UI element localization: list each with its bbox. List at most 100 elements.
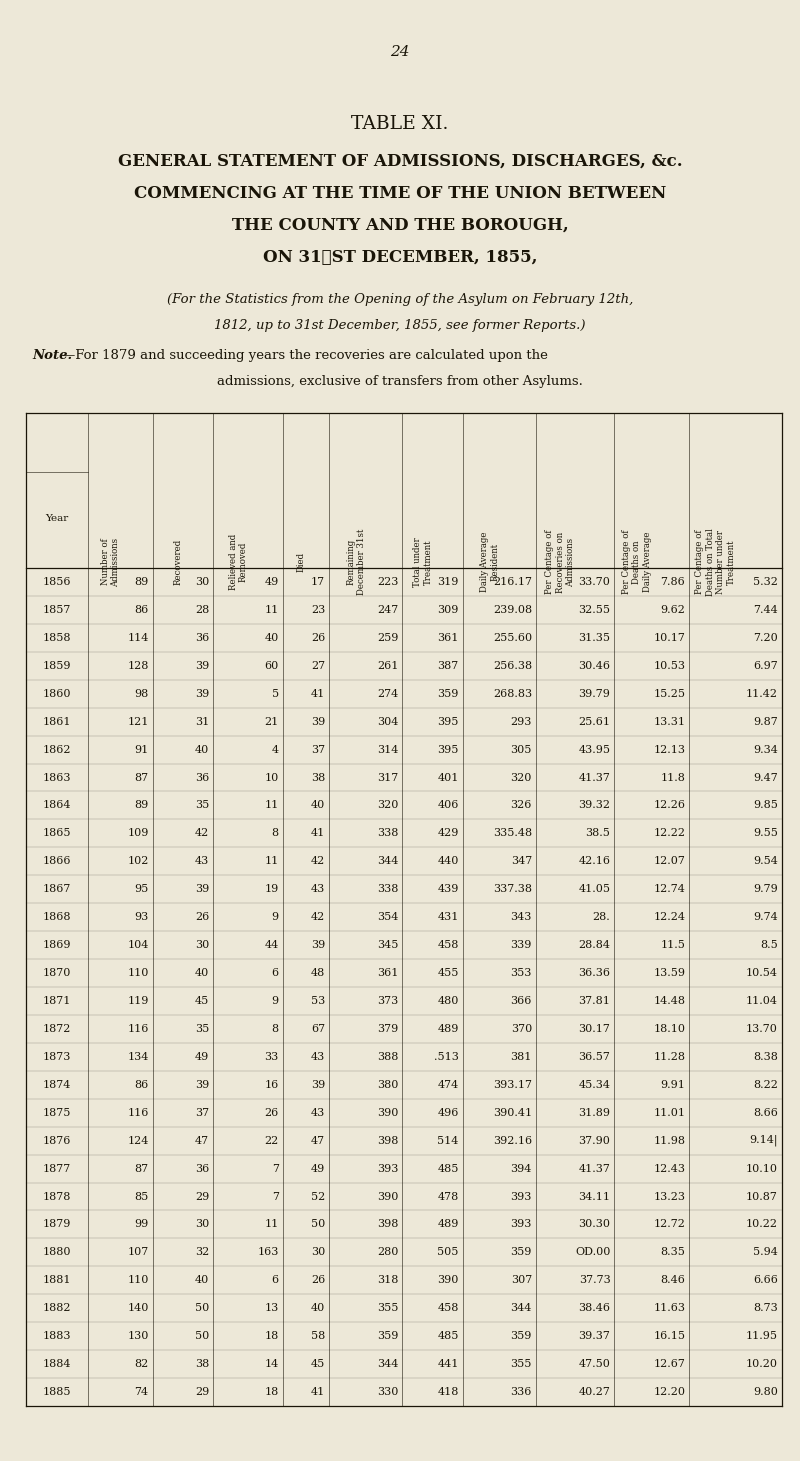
- Text: 18.10: 18.10: [654, 1024, 686, 1034]
- Text: 104: 104: [127, 939, 149, 950]
- Text: 37: 37: [195, 1107, 210, 1118]
- Text: 27: 27: [311, 660, 325, 671]
- Text: 9.34: 9.34: [753, 745, 778, 754]
- Text: 39: 39: [195, 660, 210, 671]
- Text: 1879: 1879: [43, 1220, 71, 1230]
- Text: 41: 41: [311, 1386, 325, 1397]
- Text: 390: 390: [438, 1275, 459, 1286]
- Text: 11.42: 11.42: [746, 688, 778, 698]
- Text: 6.97: 6.97: [754, 660, 778, 671]
- Text: 16: 16: [265, 1080, 278, 1090]
- Text: 47: 47: [195, 1135, 210, 1145]
- Text: 38.46: 38.46: [578, 1303, 610, 1313]
- Text: 8.46: 8.46: [661, 1275, 686, 1286]
- Text: 307: 307: [510, 1275, 532, 1286]
- Text: 28.: 28.: [593, 912, 610, 922]
- Text: 6: 6: [272, 1275, 278, 1286]
- Text: 24: 24: [390, 45, 410, 58]
- Text: 1865: 1865: [43, 828, 71, 839]
- Text: 37.81: 37.81: [578, 996, 610, 1007]
- Text: 11: 11: [265, 801, 278, 811]
- Text: 7.86: 7.86: [661, 577, 686, 587]
- Text: 10.22: 10.22: [746, 1220, 778, 1230]
- Text: 25.61: 25.61: [578, 717, 610, 726]
- Text: 458: 458: [438, 939, 459, 950]
- Text: 5.94: 5.94: [753, 1248, 778, 1258]
- Text: 26: 26: [195, 912, 210, 922]
- Text: 41.37: 41.37: [578, 773, 610, 783]
- Text: 1880: 1880: [43, 1248, 71, 1258]
- Text: 36: 36: [195, 1163, 210, 1173]
- Text: 37.90: 37.90: [578, 1135, 610, 1145]
- Text: 36.57: 36.57: [578, 1052, 610, 1062]
- Text: 93: 93: [134, 912, 149, 922]
- Text: 305: 305: [510, 745, 532, 754]
- Text: 18: 18: [265, 1386, 278, 1397]
- Text: 134: 134: [127, 1052, 149, 1062]
- Text: 39.79: 39.79: [578, 688, 610, 698]
- Text: 1859: 1859: [43, 660, 71, 671]
- Text: 361: 361: [377, 969, 398, 977]
- Text: 34.11: 34.11: [578, 1192, 610, 1201]
- Text: 335.48: 335.48: [493, 828, 532, 839]
- Text: 1867: 1867: [43, 884, 71, 894]
- Text: 12.67: 12.67: [654, 1359, 686, 1369]
- Text: 41: 41: [311, 828, 325, 839]
- Text: Daily Average
Resident: Daily Average Resident: [480, 532, 499, 592]
- Text: 440: 440: [438, 856, 459, 866]
- Text: 9.79: 9.79: [754, 884, 778, 894]
- Text: 455: 455: [438, 969, 459, 977]
- Text: 1871: 1871: [43, 996, 71, 1007]
- Text: 11.04: 11.04: [746, 996, 778, 1007]
- Text: 1876: 1876: [43, 1135, 71, 1145]
- Text: 74: 74: [134, 1386, 149, 1397]
- Text: .513: .513: [434, 1052, 459, 1062]
- Text: 1868: 1868: [43, 912, 71, 922]
- Text: 40: 40: [195, 969, 210, 977]
- Text: 121: 121: [127, 717, 149, 726]
- Text: 28.84: 28.84: [578, 939, 610, 950]
- Text: 11.8: 11.8: [661, 773, 686, 783]
- Text: 336: 336: [510, 1386, 532, 1397]
- Text: 387: 387: [438, 660, 459, 671]
- Text: 30.30: 30.30: [578, 1220, 610, 1230]
- Text: 11: 11: [265, 856, 278, 866]
- Text: 41.37: 41.37: [578, 1163, 610, 1173]
- Text: 406: 406: [438, 801, 459, 811]
- Text: 12.72: 12.72: [654, 1220, 686, 1230]
- Text: Relieved and
Removed: Relieved and Removed: [229, 533, 248, 590]
- Text: 8: 8: [272, 828, 278, 839]
- Text: 53: 53: [311, 996, 325, 1007]
- Text: 26: 26: [311, 633, 325, 643]
- Text: 87: 87: [134, 773, 149, 783]
- Text: Number of
Admissions: Number of Admissions: [101, 538, 121, 586]
- Text: 1869: 1869: [43, 939, 71, 950]
- Text: 343: 343: [510, 912, 532, 922]
- Text: 255.60: 255.60: [493, 633, 532, 643]
- Text: 317: 317: [377, 773, 398, 783]
- Text: 309: 309: [438, 605, 459, 615]
- Text: 31: 31: [195, 717, 210, 726]
- Text: 353: 353: [510, 969, 532, 977]
- Text: 318: 318: [377, 1275, 398, 1286]
- Text: 261: 261: [377, 660, 398, 671]
- Text: 52: 52: [311, 1192, 325, 1201]
- Text: 338: 338: [377, 828, 398, 839]
- Text: 9.87: 9.87: [754, 717, 778, 726]
- Text: 41: 41: [311, 688, 325, 698]
- Text: 370: 370: [510, 1024, 532, 1034]
- Text: 5.32: 5.32: [753, 577, 778, 587]
- Text: 49: 49: [311, 1163, 325, 1173]
- Text: 339: 339: [510, 939, 532, 950]
- Text: 12.13: 12.13: [654, 745, 686, 754]
- Text: 50: 50: [195, 1303, 210, 1313]
- Text: 47: 47: [311, 1135, 325, 1145]
- Text: 485: 485: [438, 1331, 459, 1341]
- Text: Per Centage of
Recoveries on
Admissions: Per Centage of Recoveries on Admissions: [546, 530, 575, 595]
- Text: 398: 398: [377, 1135, 398, 1145]
- Text: 366: 366: [510, 996, 532, 1007]
- Text: 514: 514: [438, 1135, 459, 1145]
- Text: 1860: 1860: [43, 688, 71, 698]
- Text: 6: 6: [272, 969, 278, 977]
- Text: 29: 29: [195, 1386, 210, 1397]
